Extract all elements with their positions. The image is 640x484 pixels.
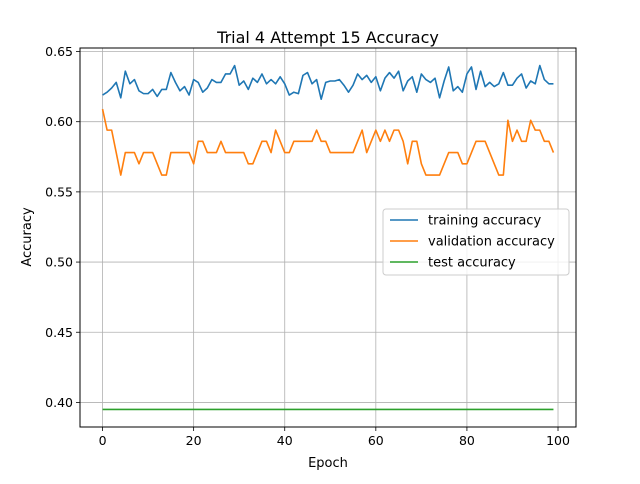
plot-frame bbox=[79, 47, 577, 428]
x-tick-label: 0 bbox=[99, 433, 107, 448]
y-tick-label: 0.50 bbox=[45, 255, 73, 270]
x-axis-label: Epoch bbox=[308, 456, 348, 471]
legend: training accuracy validation accuracy test… bbox=[382, 208, 570, 276]
y-tick-label: 0.45 bbox=[45, 325, 73, 340]
x-tick-label: 40 bbox=[277, 433, 293, 448]
x-tick-label: 20 bbox=[186, 433, 202, 448]
training-accuracy-line bbox=[102, 64, 554, 101]
y-tick-label: 0.60 bbox=[45, 114, 73, 129]
x-tick-label: 80 bbox=[459, 433, 475, 448]
x-axis-ticks: 0 20 40 60 80 100 bbox=[99, 427, 570, 448]
y-tick-label: 0.40 bbox=[45, 395, 73, 410]
plot-series bbox=[101, 64, 555, 411]
y-axis-ticks: 0.40 0.45 0.50 0.55 0.60 0.65 bbox=[45, 44, 80, 410]
y-tick-label: 0.55 bbox=[45, 184, 73, 199]
legend-label: training accuracy bbox=[428, 214, 541, 229]
x-tick-label: 60 bbox=[368, 433, 384, 448]
validation-accuracy-line bbox=[101, 108, 555, 176]
chart-title: Trial 4 Attempt 15 Accuracy bbox=[216, 28, 439, 47]
grid-lines bbox=[80, 48, 576, 427]
legend-label: validation accuracy bbox=[428, 235, 555, 250]
legend-label: test accuracy bbox=[428, 256, 516, 271]
y-tick-label: 0.65 bbox=[45, 44, 73, 59]
x-tick-label: 100 bbox=[546, 433, 570, 448]
y-axis-label: Accuracy bbox=[20, 207, 35, 267]
legend-box bbox=[382, 208, 570, 276]
